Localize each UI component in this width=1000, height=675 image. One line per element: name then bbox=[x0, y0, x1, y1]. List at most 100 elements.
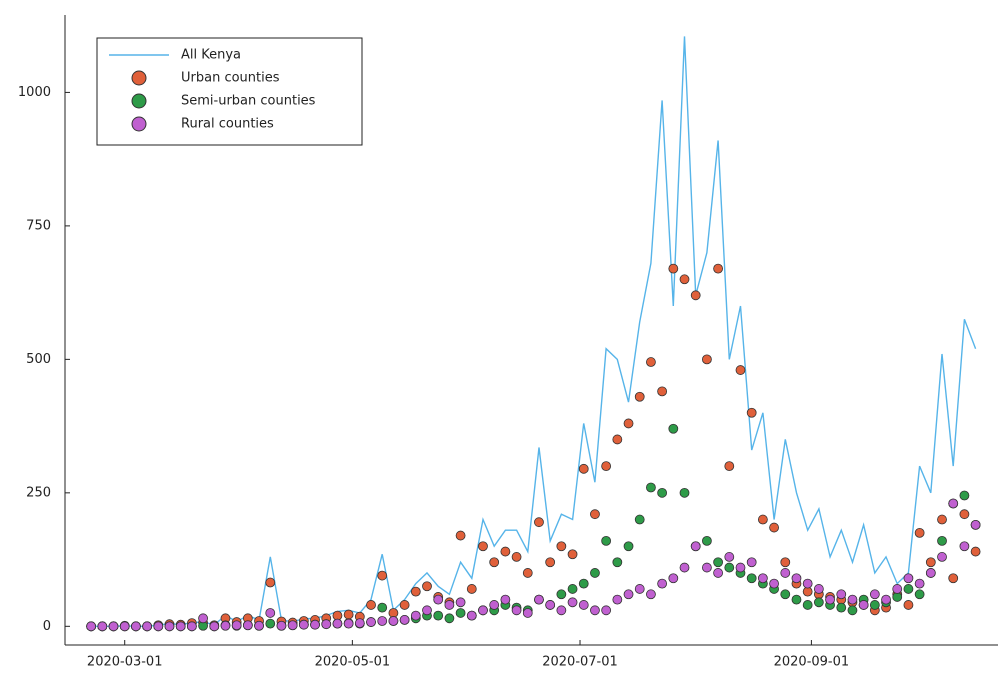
data-point bbox=[578, 600, 589, 610]
data-point bbox=[634, 514, 645, 525]
data-point bbox=[724, 562, 735, 573]
y-tick-label: 750 bbox=[26, 218, 51, 233]
data-point bbox=[86, 621, 97, 632]
data-point bbox=[231, 620, 242, 631]
data-point bbox=[735, 365, 746, 375]
data-point bbox=[612, 557, 623, 568]
data-point bbox=[131, 621, 141, 632]
data-point bbox=[780, 589, 791, 600]
data-point bbox=[410, 586, 421, 597]
data-point bbox=[657, 386, 668, 397]
data-point bbox=[500, 546, 511, 557]
data-point bbox=[478, 605, 488, 616]
y-tick-label: 250 bbox=[26, 485, 51, 500]
data-point bbox=[724, 552, 735, 562]
data-point bbox=[153, 621, 164, 632]
legend-marker bbox=[131, 116, 147, 132]
data-point bbox=[769, 522, 779, 533]
legend-label: All Kenya bbox=[181, 48, 241, 63]
data-point bbox=[590, 509, 600, 520]
data-point bbox=[590, 605, 600, 616]
data-point bbox=[657, 487, 668, 498]
data-point bbox=[511, 605, 522, 616]
data-point bbox=[455, 608, 466, 618]
data-point bbox=[119, 621, 130, 632]
data-point bbox=[444, 600, 455, 610]
data-point bbox=[769, 578, 779, 589]
data-point bbox=[757, 573, 768, 584]
data-point bbox=[545, 600, 556, 610]
data-point bbox=[399, 615, 410, 625]
x-tick-label: 2020-03-01 bbox=[87, 655, 163, 670]
data-point bbox=[567, 549, 578, 560]
data-point bbox=[903, 600, 914, 610]
data-point bbox=[668, 263, 679, 274]
data-point bbox=[668, 423, 679, 434]
data-point bbox=[601, 535, 612, 546]
data-point bbox=[937, 552, 947, 562]
data-point bbox=[646, 357, 656, 367]
data-point bbox=[959, 490, 970, 501]
data-point bbox=[366, 617, 376, 627]
data-point bbox=[410, 610, 421, 621]
data-point bbox=[590, 568, 600, 578]
data-point bbox=[825, 594, 835, 605]
data-point bbox=[578, 463, 589, 474]
data-point bbox=[108, 621, 119, 632]
data-point bbox=[500, 594, 511, 605]
data-point bbox=[702, 354, 712, 365]
data-point bbox=[802, 600, 813, 610]
data-point bbox=[343, 609, 354, 620]
data-point bbox=[646, 482, 656, 493]
data-point bbox=[511, 552, 522, 562]
data-point bbox=[847, 605, 858, 616]
data-point bbox=[623, 589, 634, 600]
data-point bbox=[634, 391, 645, 402]
data-point bbox=[433, 610, 444, 621]
x-tick-label: 2020-07-01 bbox=[542, 655, 618, 670]
data-point bbox=[724, 461, 735, 472]
data-point bbox=[612, 594, 623, 605]
data-point bbox=[702, 535, 712, 546]
data-point bbox=[746, 573, 757, 584]
data-point bbox=[298, 619, 309, 630]
data-point bbox=[478, 541, 488, 552]
legend-label: Rural counties bbox=[181, 117, 274, 132]
data-point bbox=[556, 605, 567, 616]
data-point bbox=[433, 594, 444, 605]
data-point bbox=[847, 594, 858, 605]
legend-label: Urban counties bbox=[181, 71, 280, 86]
data-point bbox=[836, 602, 847, 613]
data-point bbox=[209, 621, 220, 632]
legend-label: Semi-urban counties bbox=[181, 94, 316, 109]
data-point bbox=[892, 584, 903, 594]
data-point bbox=[377, 602, 388, 613]
data-point bbox=[746, 407, 757, 418]
data-point bbox=[679, 562, 690, 573]
data-point bbox=[623, 541, 634, 552]
data-point bbox=[612, 434, 623, 445]
data-point bbox=[623, 418, 634, 429]
data-point bbox=[254, 620, 264, 631]
data-point bbox=[970, 519, 981, 530]
data-point bbox=[142, 621, 153, 632]
data-point bbox=[354, 618, 365, 629]
data-point bbox=[265, 608, 276, 618]
data-point bbox=[813, 584, 824, 594]
data-point bbox=[287, 620, 298, 631]
data-point bbox=[959, 541, 970, 552]
data-point bbox=[925, 557, 936, 568]
data-point bbox=[735, 562, 746, 573]
data-point bbox=[489, 600, 500, 610]
legend-marker bbox=[131, 70, 147, 86]
data-point bbox=[186, 621, 197, 632]
data-point bbox=[242, 620, 253, 631]
data-point bbox=[914, 589, 925, 600]
data-point bbox=[601, 605, 612, 616]
data-point bbox=[567, 584, 578, 594]
data-point bbox=[276, 620, 287, 631]
data-point bbox=[869, 600, 880, 610]
data-point bbox=[713, 263, 723, 274]
y-tick-label: 0 bbox=[43, 619, 51, 634]
